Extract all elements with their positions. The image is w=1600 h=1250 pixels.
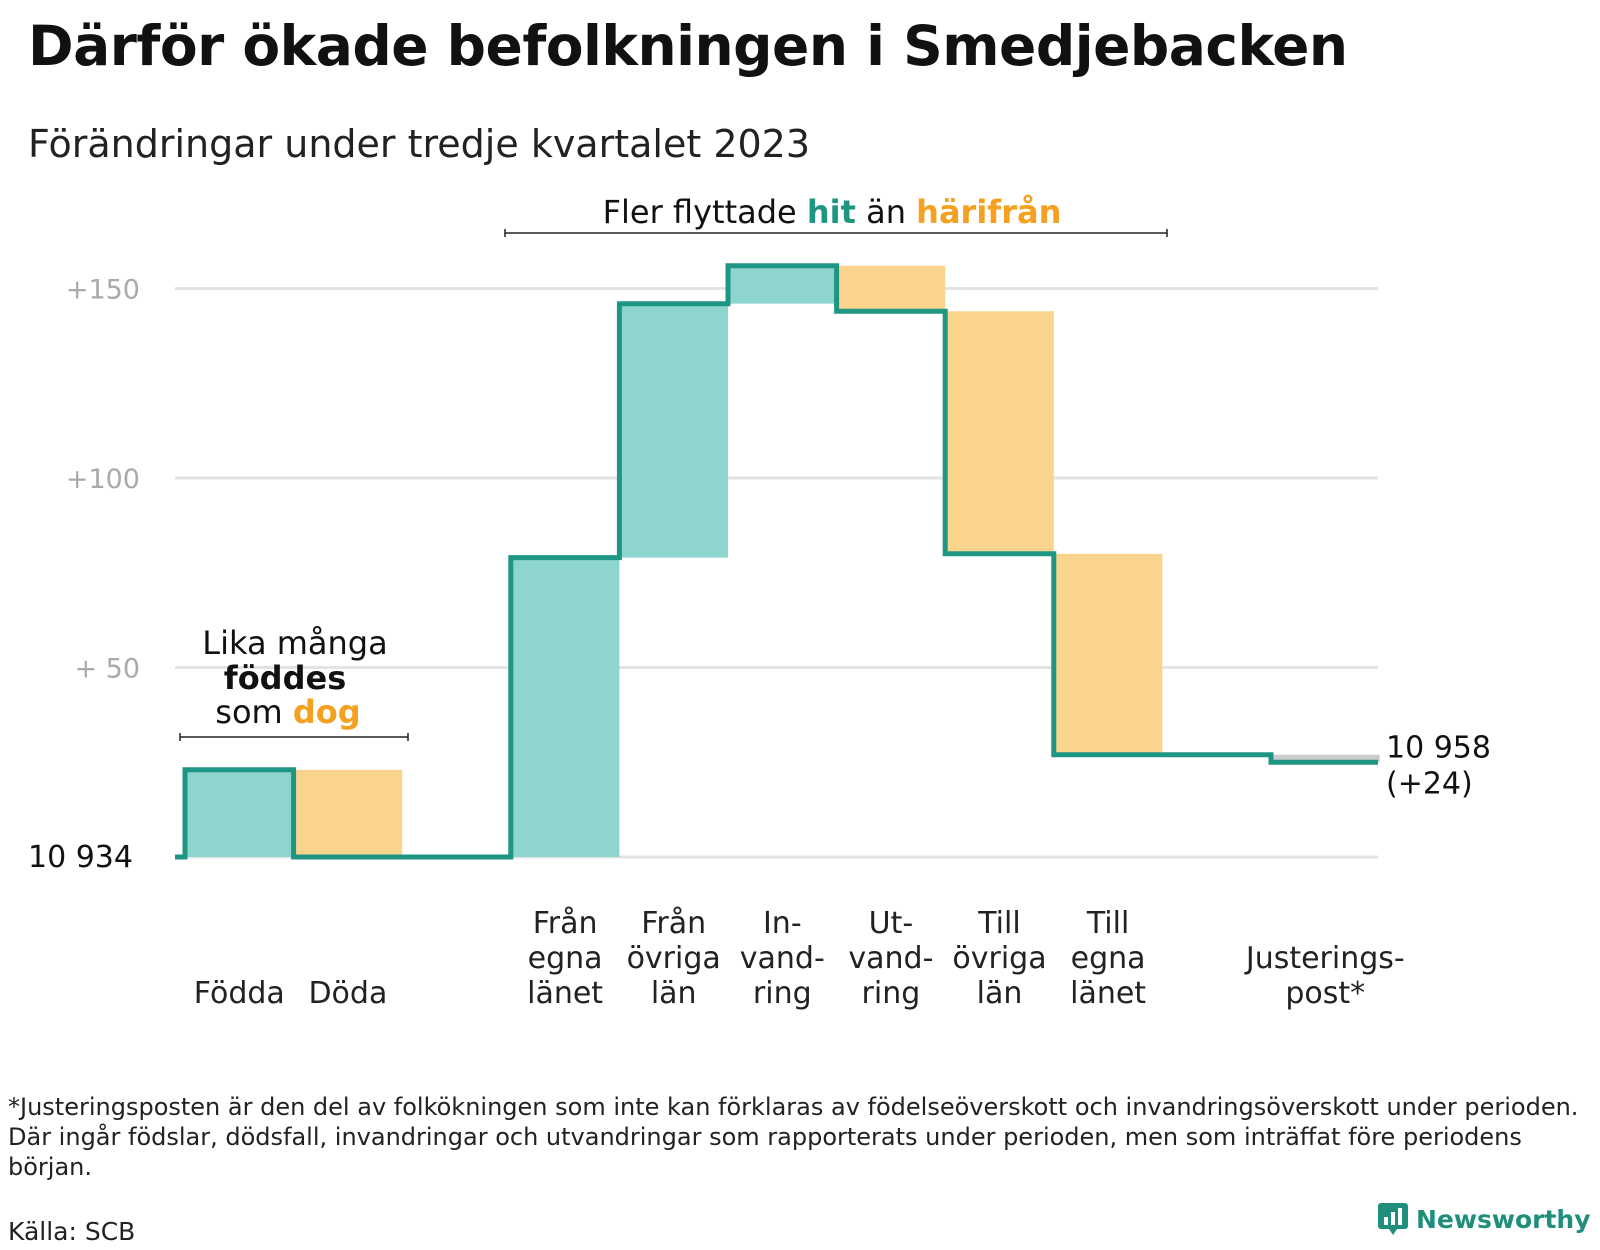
annotation-top-bracket xyxy=(504,229,1168,237)
annotation-left-som: som xyxy=(215,693,293,731)
annotation-top-part2: hit xyxy=(807,193,856,231)
category-label: Ut- xyxy=(869,906,914,941)
newsworthy-logo-icon xyxy=(1378,1203,1408,1235)
end-change-label: (+24) xyxy=(1386,766,1473,801)
annotation-top-part1: Fler flyttade xyxy=(603,193,807,231)
y-tick-label: + 50 xyxy=(74,654,140,685)
category-label: län xyxy=(651,976,697,1011)
annotation-top: Fler flyttade hit än härifrån xyxy=(603,193,1062,231)
category-label: övriga xyxy=(627,941,721,976)
y-tick-label: +150 xyxy=(66,275,140,306)
annotation-left-bracket xyxy=(179,733,409,741)
step-line xyxy=(175,263,1378,860)
category-label: länet xyxy=(1070,976,1146,1011)
chart-subtitle: Förändringar under tredje kvartalet 2023 xyxy=(28,122,811,166)
category-label: Från xyxy=(533,906,598,941)
waterfall-bar xyxy=(945,311,1054,554)
category-label: egna xyxy=(1071,941,1146,976)
waterfall-bar xyxy=(1271,754,1380,763)
category-label: övriga xyxy=(952,941,1046,976)
y-tick-label: +100 xyxy=(66,464,140,495)
annotation-left-born: föddes xyxy=(224,659,346,697)
waterfall-bar xyxy=(293,769,403,857)
waterfall-bar xyxy=(185,769,294,857)
waterfall-bar xyxy=(836,265,946,312)
category-label: Födda xyxy=(194,976,285,1011)
category-label: ring xyxy=(862,976,921,1011)
category-label: ring xyxy=(753,976,812,1011)
category-label: Till xyxy=(1086,906,1129,941)
source-label: Källa: SCB xyxy=(8,1217,136,1246)
footnote: *Justeringsposten är den del av folkökni… xyxy=(8,1093,1579,1181)
category-label: län xyxy=(977,976,1023,1011)
end-value-label: 10 958 xyxy=(1386,730,1491,765)
annotation-top-part3: än xyxy=(856,193,916,231)
annotation-left-line1: Lika många xyxy=(202,624,387,662)
category-label: In- xyxy=(763,906,802,941)
category-label: vand- xyxy=(848,941,933,976)
category-label: Från xyxy=(641,906,706,941)
brand-name: Newsworthy xyxy=(1416,1204,1591,1234)
category-label: post* xyxy=(1285,976,1365,1011)
annotation-left-died: dog xyxy=(293,693,361,731)
chart-title: Därför ökade befolkningen i Smedjebacken xyxy=(28,14,1348,78)
annotation-top-part4: härifrån xyxy=(916,193,1061,231)
waterfall-bar xyxy=(728,265,837,304)
base-value-label: 10 934 xyxy=(28,840,133,875)
category-label: Döda xyxy=(308,976,387,1011)
waterfall-bar xyxy=(619,303,728,558)
category-label: Till xyxy=(977,906,1020,941)
category-label: länet xyxy=(527,976,603,1011)
waterfall-bar xyxy=(1053,553,1163,755)
waterfall-bar xyxy=(510,557,620,857)
category-label: vand- xyxy=(740,941,825,976)
annotation-left-line3: som dog xyxy=(215,693,360,731)
category-label: egna xyxy=(528,941,603,976)
brand-logo: Newsworthy xyxy=(1378,1203,1591,1235)
category-label: Justerings- xyxy=(1244,941,1405,976)
